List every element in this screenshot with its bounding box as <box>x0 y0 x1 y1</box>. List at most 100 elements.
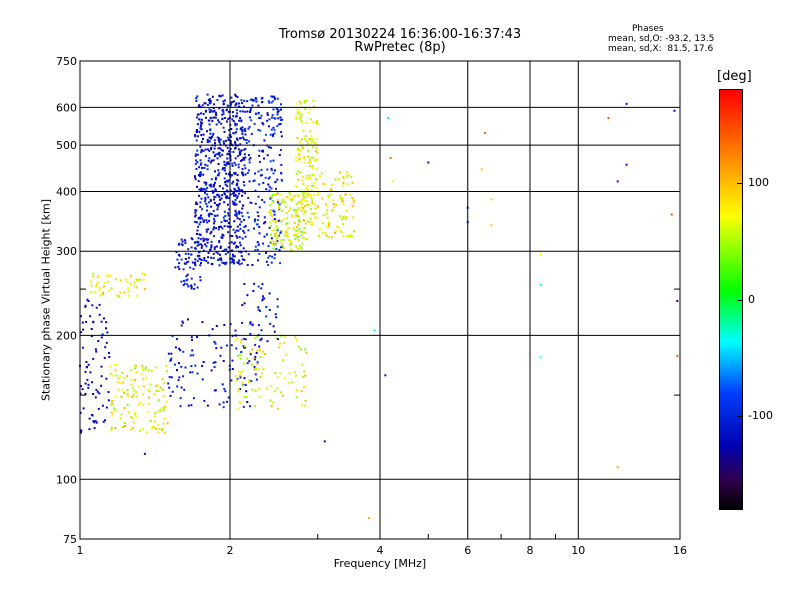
cluster-0-point <box>204 183 207 186</box>
cluster-9-point <box>190 404 193 407</box>
cluster-0-point <box>240 119 243 122</box>
cluster-5-point <box>320 172 323 175</box>
cluster-0-point <box>236 195 239 198</box>
cluster-10-point <box>300 348 303 351</box>
cluster-0-point <box>234 231 237 234</box>
cluster-4-point <box>309 118 312 121</box>
cluster-8-point <box>142 393 144 396</box>
cluster-0-point <box>206 164 209 167</box>
cluster-3-point <box>280 242 283 245</box>
cluster-4-point <box>310 189 313 192</box>
cluster-0-point <box>235 203 238 206</box>
cluster-0-point <box>225 261 228 264</box>
cluster-0-point <box>200 118 203 121</box>
cluster-9-point <box>222 401 225 404</box>
data-point <box>616 180 619 183</box>
cluster-3-point <box>292 226 295 229</box>
cluster-0-point <box>223 163 226 166</box>
cluster-2-point <box>184 242 187 245</box>
cluster-2-point <box>177 243 180 246</box>
cluster-9-point <box>173 363 176 366</box>
cluster-0-point <box>223 248 226 251</box>
cluster-0-point <box>198 130 201 133</box>
cluster-7-point <box>81 321 84 324</box>
cluster-3-point <box>302 236 305 239</box>
cluster-4-point <box>301 176 304 179</box>
cluster-8-point <box>142 385 145 388</box>
cluster-1-point <box>246 211 249 214</box>
cluster-11-point <box>257 285 260 288</box>
cluster-9-point <box>213 389 216 392</box>
cluster-4-point <box>314 207 317 210</box>
cluster-0-point <box>223 117 226 119</box>
cluster-5-point <box>342 223 344 226</box>
cluster-0-point <box>223 142 226 145</box>
cluster-8-point <box>131 386 134 389</box>
cluster-0-point <box>199 258 202 261</box>
cluster-6-point <box>90 280 92 283</box>
cluster-3-point <box>269 240 272 243</box>
cluster-1-point <box>259 174 262 177</box>
colorbar-tick-label: 100 <box>748 175 769 189</box>
cluster-9-point <box>242 405 245 408</box>
cluster-9-point <box>253 365 256 368</box>
cluster-8-point <box>114 369 117 372</box>
cluster-7-point <box>87 386 90 389</box>
cluster-1-point <box>272 133 274 136</box>
cluster-0-point <box>206 205 209 208</box>
cluster-0-point <box>233 188 236 191</box>
cluster-0-point <box>222 140 225 143</box>
cluster-0-point <box>196 129 198 131</box>
cluster-2-point <box>178 268 181 271</box>
cluster-10-point <box>284 377 287 380</box>
cluster-0-point <box>196 135 199 138</box>
cluster-7-point <box>87 300 90 302</box>
cluster-0-point <box>242 105 245 108</box>
cluster-5-point <box>321 231 324 234</box>
cluster-1-point <box>276 229 279 232</box>
cluster-3-point <box>301 203 303 205</box>
cluster-1-point <box>270 146 273 149</box>
cluster-0-point <box>227 214 230 217</box>
cluster-0-point <box>232 151 235 153</box>
cluster-6-point <box>141 272 144 275</box>
cluster-0-point <box>204 191 206 194</box>
cluster-0-point <box>228 153 230 155</box>
cluster-8-point <box>135 415 138 418</box>
cluster-0-point <box>198 194 201 197</box>
cluster-0-point <box>200 128 203 131</box>
cluster-0-point <box>238 153 241 156</box>
cluster-0-point <box>213 155 216 157</box>
x-tick-label: 10 <box>571 544 585 557</box>
cluster-9-point <box>231 359 234 362</box>
cluster-8-point <box>117 388 120 391</box>
cluster-8-point <box>149 383 152 386</box>
cluster-8-point <box>164 405 167 408</box>
cluster-3-point <box>290 197 293 200</box>
cluster-0-point <box>222 149 224 152</box>
cluster-7-point <box>92 420 95 423</box>
cluster-0-point <box>238 192 241 195</box>
cluster-5-point <box>324 232 327 235</box>
cluster-3-point <box>273 228 276 231</box>
cluster-9-point <box>202 361 205 363</box>
data-point <box>625 163 628 166</box>
cluster-7-point <box>86 378 89 381</box>
cluster-0-point <box>200 124 203 127</box>
cluster-8-point <box>149 419 152 422</box>
cluster-1-point <box>256 241 259 244</box>
cluster-7-point <box>90 335 93 338</box>
cluster-7-point <box>92 357 95 360</box>
cluster-0-point <box>234 241 236 244</box>
cluster-0-point <box>232 203 235 205</box>
cluster-0-point <box>199 145 202 148</box>
cluster-0-point <box>207 159 210 162</box>
data-point <box>539 284 542 286</box>
cluster-0-point <box>234 210 237 213</box>
cluster-0-point <box>237 261 240 264</box>
cluster-0-point <box>199 127 202 130</box>
cluster-0-point <box>242 157 245 159</box>
cluster-0-point <box>197 225 199 228</box>
cluster-0-point <box>226 146 229 149</box>
cluster-3-point <box>303 226 306 229</box>
